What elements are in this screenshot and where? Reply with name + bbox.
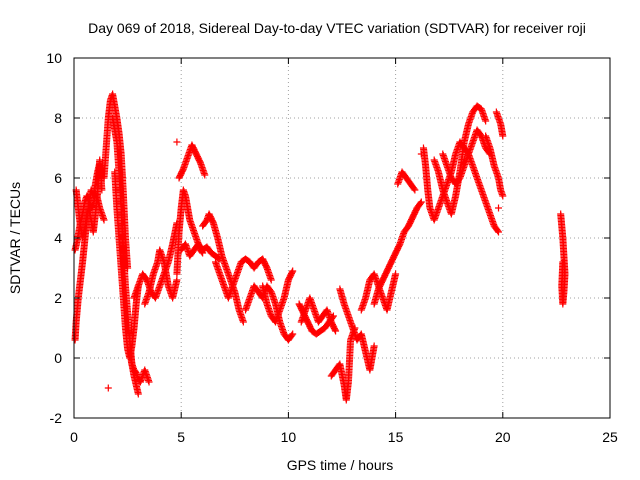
data-point	[134, 390, 142, 398]
y-tick-label: 10	[46, 50, 62, 66]
data-point	[289, 267, 297, 275]
x-tick-label: 20	[495, 429, 511, 445]
data-point	[100, 216, 108, 224]
data-point	[410, 185, 418, 193]
data-point	[239, 318, 247, 326]
data-point	[173, 276, 181, 284]
data-point	[495, 228, 503, 236]
x-tick-label: 15	[388, 429, 404, 445]
data-point	[267, 276, 275, 284]
data-point	[482, 117, 490, 125]
x-tick-label: 5	[177, 429, 185, 445]
y-tick-label: -2	[50, 410, 63, 426]
y-tick-label: 4	[54, 230, 62, 246]
data-point	[499, 192, 507, 200]
data-point	[331, 326, 339, 334]
data-point	[173, 138, 181, 146]
data-layer	[71, 90, 569, 404]
y-tick-label: 8	[54, 110, 62, 126]
chart-title: Day 069 of 2018, Sidereal Day-to-day VTE…	[88, 20, 586, 36]
data-point	[411, 186, 419, 194]
data-point	[289, 330, 297, 338]
data-point	[201, 171, 209, 179]
data-point	[392, 270, 400, 278]
x-axis-label: GPS time / hours	[287, 457, 394, 473]
y-tick-label: 0	[54, 350, 62, 366]
y-axis-label: SDTVAR / TECUs	[7, 182, 23, 294]
x-tick-label: 10	[281, 429, 297, 445]
tick-layer: 0 5 10 15 20 25 -2 0 2 4 6 8 10	[46, 50, 618, 445]
x-tick-label: 25	[602, 429, 618, 445]
data-point	[288, 268, 296, 276]
y-tick-label: 2	[54, 290, 62, 306]
y-tick-label: 6	[54, 170, 62, 186]
data-point	[417, 150, 425, 158]
data-point	[499, 132, 507, 140]
data-point	[332, 327, 340, 335]
data-point	[288, 331, 296, 339]
data-point	[370, 342, 378, 350]
data-point	[145, 378, 153, 386]
data-point	[104, 384, 112, 392]
x-tick-label: 0	[70, 429, 78, 445]
data-point	[417, 198, 425, 206]
data-point	[98, 186, 106, 194]
data-point	[559, 258, 567, 266]
data-point	[495, 204, 503, 212]
data-point	[416, 199, 424, 207]
data-point	[494, 227, 502, 235]
